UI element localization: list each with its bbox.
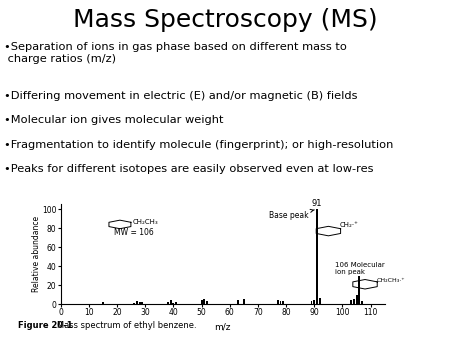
Text: Figure 20-1: Figure 20-1 bbox=[18, 320, 72, 330]
Text: Mass Spectroscopy (MS): Mass Spectroscopy (MS) bbox=[73, 8, 377, 32]
Bar bbox=[206, 301, 208, 304]
Text: 106 Molecular
ion peak: 106 Molecular ion peak bbox=[335, 262, 385, 275]
X-axis label: m/z: m/z bbox=[215, 323, 231, 332]
Bar bbox=[243, 299, 245, 304]
Bar bbox=[277, 300, 279, 304]
Text: CH₂·⁺: CH₂·⁺ bbox=[340, 222, 359, 228]
Bar bbox=[353, 299, 355, 304]
Bar bbox=[279, 301, 282, 304]
Bar bbox=[310, 301, 312, 304]
Y-axis label: Relative abundance: Relative abundance bbox=[32, 216, 40, 292]
Bar bbox=[237, 300, 239, 304]
Text: •Differing movement in electric (E) and/or magnetic (B) fields: •Differing movement in electric (E) and/… bbox=[4, 91, 358, 101]
Text: Mass spectrum of ethyl benzene.: Mass spectrum of ethyl benzene. bbox=[49, 320, 196, 330]
Bar bbox=[361, 301, 363, 304]
Bar bbox=[139, 302, 140, 304]
Bar bbox=[176, 302, 177, 304]
Text: •Peaks for different isotopes are easily observed even at low-res: •Peaks for different isotopes are easily… bbox=[4, 164, 374, 174]
Bar bbox=[356, 295, 358, 304]
Bar bbox=[319, 297, 321, 304]
Bar bbox=[282, 301, 284, 304]
Text: •Fragmentation to identify molecule (fingerprint); or high-resolution: •Fragmentation to identify molecule (fin… bbox=[4, 140, 394, 150]
Text: 91: 91 bbox=[312, 199, 322, 208]
Bar bbox=[203, 298, 205, 304]
Bar bbox=[133, 303, 135, 304]
Bar bbox=[170, 300, 171, 304]
Bar bbox=[167, 302, 169, 304]
Text: •Molecular ion gives molecular weight: •Molecular ion gives molecular weight bbox=[4, 115, 224, 125]
Bar bbox=[350, 300, 352, 304]
Text: •Separation of ions in gas phase based on different mass to
 charge ratios (m/z): •Separation of ions in gas phase based o… bbox=[4, 42, 347, 64]
Bar bbox=[172, 303, 175, 304]
Bar bbox=[141, 302, 144, 304]
Text: CH₂CH₃·⁺: CH₂CH₃·⁺ bbox=[376, 278, 405, 283]
Text: CH₂CH₃: CH₂CH₃ bbox=[133, 219, 158, 224]
Text: Base peak: Base peak bbox=[269, 209, 315, 220]
Bar bbox=[201, 300, 203, 304]
Bar bbox=[313, 300, 315, 304]
Text: MW = 106: MW = 106 bbox=[114, 227, 154, 237]
Bar bbox=[136, 301, 138, 304]
Bar bbox=[102, 302, 104, 304]
Bar bbox=[316, 209, 318, 304]
Bar bbox=[358, 276, 360, 304]
